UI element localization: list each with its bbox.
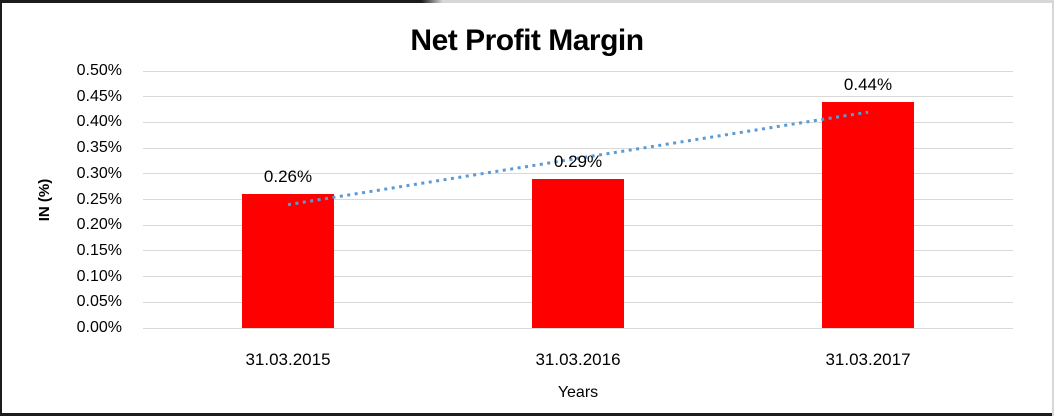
x-axis-title: Years (557, 384, 599, 401)
y-tick-label: 0.40% (76, 113, 122, 131)
bar (242, 194, 334, 328)
y-tick-label: 0.50% (76, 62, 122, 79)
frame-border-left (0, 0, 2, 416)
y-tick-label: 0.00% (76, 319, 122, 336)
gridline (143, 96, 1013, 98)
frame-border-bottom (0, 413, 1054, 416)
bar-value-label: 0.44% (843, 74, 893, 94)
y-tick-label: 0.15% (76, 241, 122, 259)
bar (532, 178, 624, 328)
y-tick-label: 0.35% (76, 139, 122, 157)
bar (822, 101, 914, 328)
gridline (143, 70, 1013, 72)
y-tick-label: 0.20% (76, 216, 122, 234)
frame-border-top (0, 0, 1054, 3)
frame-border-right (1052, 0, 1054, 416)
bar-value-label: 0.29% (553, 151, 603, 171)
y-tick-label: 0.45% (76, 87, 122, 105)
x-tick-label: 31.03.2017 (825, 350, 911, 369)
y-tick-label: 0.05% (76, 293, 122, 311)
x-tick-label: 31.03.2016 (535, 350, 621, 369)
bar-value-label: 0.26% (263, 167, 313, 187)
y-tick-label: 0.25% (76, 190, 122, 208)
gridline (143, 327, 1013, 329)
x-tick-label: 31.03.2015 (245, 350, 331, 369)
chart-title: Net Profit Margin (410, 24, 644, 57)
y-tick-label: 0.10% (76, 267, 122, 285)
y-tick-label: 0.30% (76, 164, 122, 182)
